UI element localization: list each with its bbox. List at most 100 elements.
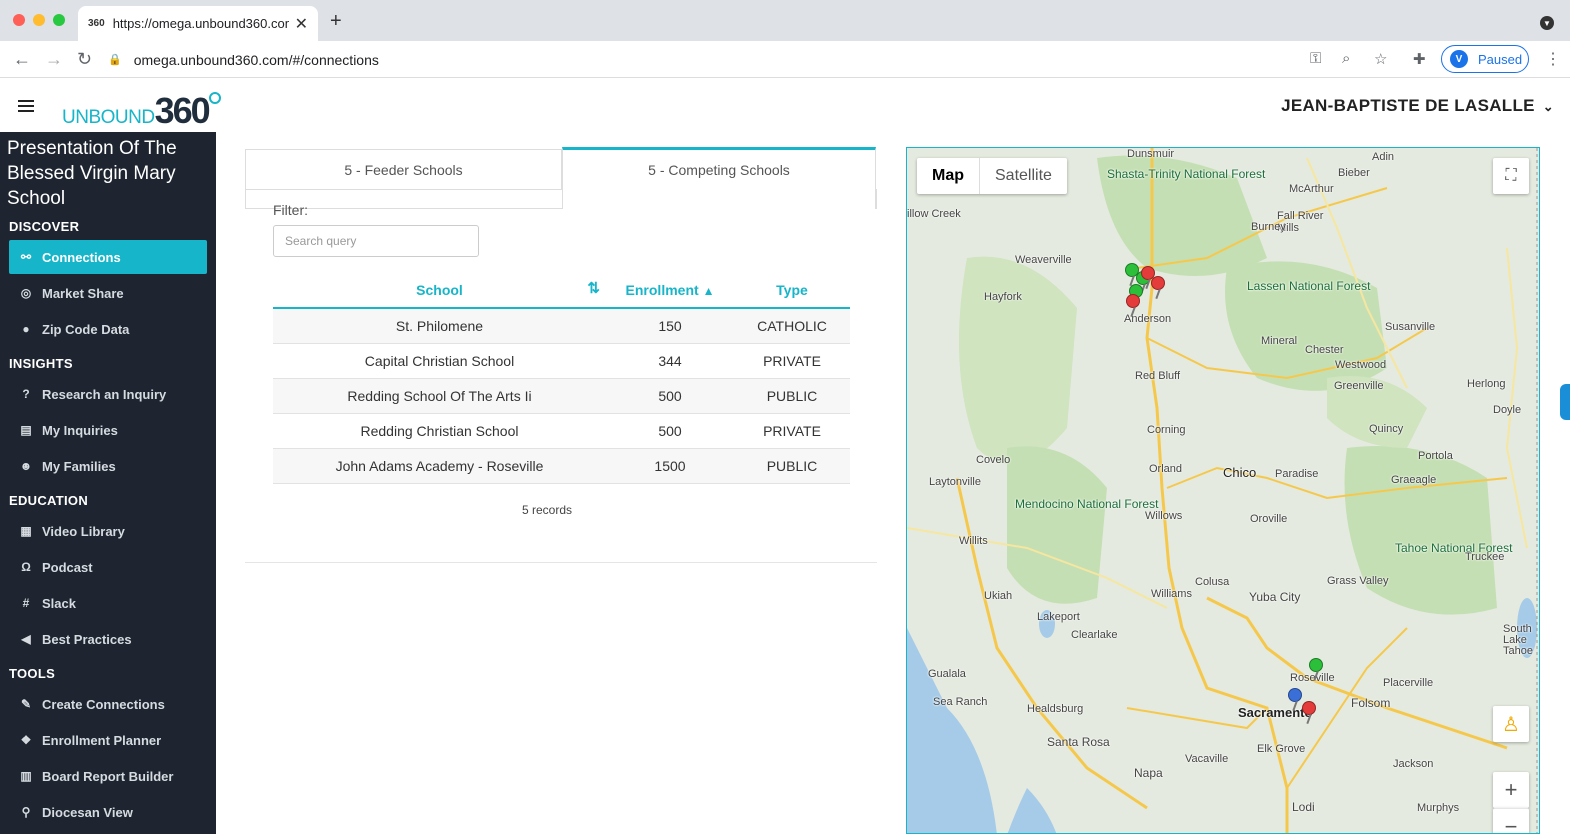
extensions-icon[interactable]: ✚ [1413, 51, 1426, 68]
map-pin-red[interactable] [1141, 266, 1155, 280]
sidebar-item-create-connections[interactable]: ✎ Create Connections [9, 687, 207, 721]
sidebar-item-my-inquiries[interactable]: ▤ My Inquiries [9, 413, 207, 447]
filter-label: Filter: [273, 202, 308, 218]
map-label: Doyle [1493, 404, 1522, 416]
section-education: EDUCATION [9, 493, 89, 508]
map-view[interactable]: Dunsmuir Adin Bieber McArthur Shasta-Tri… [906, 147, 1540, 834]
browser-tab[interactable]: 360 https://omega.unbound360.com ✕ [78, 6, 318, 41]
water-area [1007, 788, 1057, 833]
zoom-icon[interactable]: ⌕ [1342, 50, 1351, 67]
table-row[interactable]: John Adams Academy - Roseville 1500 PUBL… [273, 448, 850, 484]
table-row[interactable]: Capital Christian School 344 PRIVATE [273, 343, 850, 379]
sidebar-item-best-practices[interactable]: ◀ Best Practices [9, 622, 207, 656]
cell-school: Redding School Of The Arts Ii [273, 378, 606, 414]
search-input[interactable] [273, 225, 479, 257]
tab-feeder-schools[interactable]: 5 - Feeder Schools [245, 149, 562, 190]
table-row[interactable]: Redding School Of The Arts Ii 500 PUBLIC [273, 378, 850, 414]
logo-text-big: 360 [154, 90, 211, 131]
map-label: Susanville [1385, 321, 1436, 333]
zoom-in-button[interactable]: + [1493, 772, 1529, 808]
cell-school: Redding Christian School [273, 413, 606, 449]
forest-area [1344, 446, 1497, 615]
maximize-window-button[interactable] [53, 14, 65, 26]
cell-school: Capital Christian School [273, 343, 606, 379]
sidebar-item-connections[interactable]: ⚯ Connections [9, 240, 207, 274]
column-header-enrollment[interactable]: Enrollment ▲ [606, 272, 734, 309]
cell-enrollment: 500 [606, 413, 734, 449]
sidebar-item-market-share[interactable]: ◎ Market Share [9, 276, 207, 310]
table-row[interactable]: Redding Christian School 500 PRIVATE [273, 413, 850, 449]
sidebar-item-research-inquiry[interactable]: ? Research an Inquiry [9, 377, 207, 411]
new-tab-icon[interactable]: + [330, 10, 342, 32]
close-tab-icon[interactable]: ✕ [294, 15, 308, 33]
question-icon: ? [22, 387, 30, 401]
forward-icon[interactable]: → [45, 49, 63, 69]
key-icon[interactable]: ⚿ [1310, 50, 1322, 67]
sidebar-item-label: My Families [42, 458, 116, 474]
app-logo[interactable]: UNBOUND360 [62, 90, 221, 132]
sidebar-item-my-families[interactable]: ☻ My Families [9, 449, 207, 483]
map-pin-green[interactable] [1125, 263, 1139, 277]
map-pin-red[interactable] [1302, 701, 1316, 715]
column-label: School [416, 281, 463, 298]
browser-menu-icon[interactable]: ⋮ [1545, 51, 1561, 68]
users-icon: ☻ [19, 459, 33, 473]
table-row[interactable]: St. Philomene 150 CATHOLIC [273, 308, 850, 344]
sidebar-item-board-report-builder[interactable]: ▥ Board Report Builder [9, 759, 207, 793]
map-label: South Lake Tahoe [1503, 623, 1533, 657]
side-panel-handle[interactable] [1560, 384, 1570, 420]
fullscreen-icon[interactable]: ⛶ [1493, 158, 1529, 194]
street-view-pegman-icon[interactable]: ♙ [1493, 706, 1529, 742]
sidebar-item-label: Podcast [42, 559, 93, 575]
sort-icon[interactable]: ⇅ [587, 280, 600, 297]
cell-type: PRIVATE [734, 343, 850, 379]
sidebar-item-zip-code-data[interactable]: ● Zip Code Data [9, 312, 207, 346]
map-label-forest: Shasta-Trinity National Forest [1107, 167, 1266, 181]
map-label: Chico [1223, 465, 1257, 480]
profile-paused-button[interactable]: V Paused [1441, 45, 1529, 73]
map-pin-blue[interactable] [1288, 688, 1302, 702]
reload-icon[interactable]: ↻ [77, 49, 93, 69]
target-icon: ◎ [20, 286, 32, 300]
cell-type: CATHOLIC [734, 308, 850, 344]
star-icon[interactable]: ☆ [1374, 51, 1388, 68]
back-icon[interactable]: ← [13, 49, 31, 69]
menu-icon[interactable] [18, 100, 34, 112]
sidebar-item-label: Zip Code Data [42, 321, 130, 337]
map-label: Williams [1151, 588, 1192, 600]
sidebar-item-podcast[interactable]: Ω Podcast [9, 550, 207, 584]
highway-i505 [1126, 707, 1268, 730]
map-label: Lodi [1292, 800, 1315, 814]
map-label: Sea Ranch [933, 696, 988, 708]
column-header-school[interactable]: School ⇅ [273, 272, 606, 309]
sidebar-item-diocesan-view[interactable]: ⚲ Diocesan View [9, 795, 207, 829]
tab-search-icon[interactable]: ▼ [1540, 16, 1554, 30]
close-window-button[interactable] [13, 14, 25, 26]
url-field[interactable]: 🔒 omega.unbound360.com/#/connections [108, 46, 1408, 73]
map-pin-green[interactable] [1309, 658, 1323, 672]
headphones-icon: Ω [21, 560, 31, 574]
map-pin-red[interactable] [1151, 276, 1165, 290]
map-type-satellite-button[interactable]: Satellite [995, 167, 1052, 184]
map-label: Gualala [928, 668, 966, 680]
logo-circle-icon [208, 92, 221, 104]
user-menu[interactable]: JEAN-BAPTISTE DE LASALLE ⌄ [1281, 96, 1554, 116]
forest-area [1007, 446, 1107, 604]
zoom-out-button[interactable]: − [1493, 808, 1529, 833]
forest-area [959, 256, 1077, 464]
sidebar-item-label: Create Connections [42, 696, 165, 712]
highway-i80 [1206, 596, 1508, 750]
sidebar-item-video-library[interactable]: ▦ Video Library [9, 514, 207, 548]
map-marker-icon: ● [22, 322, 30, 336]
sidebar-item-slack[interactable]: # Slack [9, 586, 207, 620]
column-header-type[interactable]: Type [734, 272, 850, 309]
minimize-window-button[interactable] [33, 14, 45, 26]
map-type-map-button[interactable]: Map [917, 158, 980, 194]
sidebar-item-enrollment-planner[interactable]: ❖ Enrollment Planner [9, 723, 207, 757]
map-label: Herlong [1467, 378, 1506, 390]
map-label: Grass Valley [1327, 575, 1389, 587]
url-text: omega.unbound360.com/#/connections [133, 51, 379, 68]
map-label: Lakeport [1037, 611, 1080, 623]
map-pin-red[interactable] [1126, 294, 1140, 308]
tab-competing-schools[interactable]: 5 - Competing Schools [562, 147, 876, 209]
